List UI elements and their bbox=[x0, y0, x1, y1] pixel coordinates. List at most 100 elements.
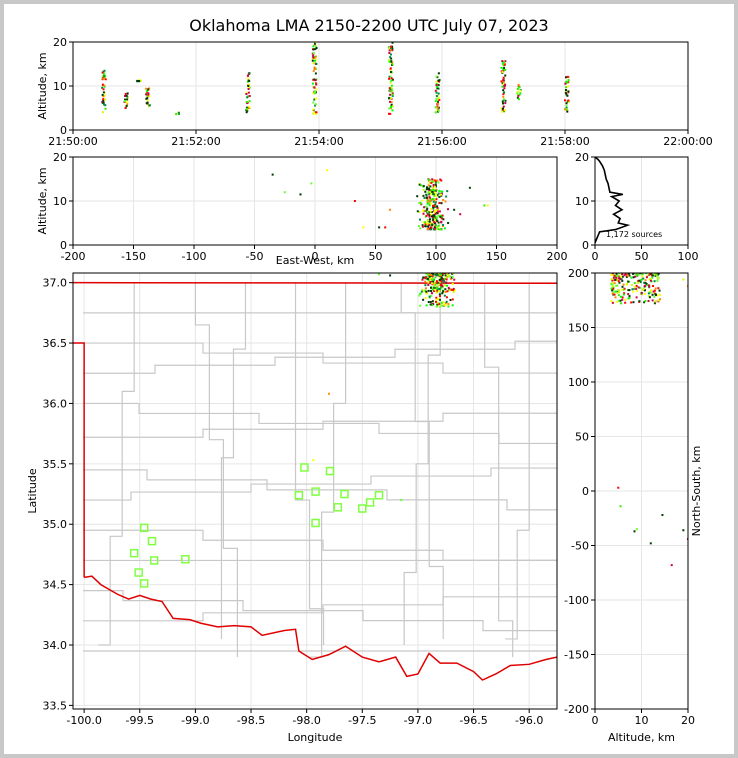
ns-source bbox=[632, 273, 635, 275]
ew-source bbox=[437, 228, 440, 231]
ew-source bbox=[426, 200, 429, 203]
ns-source bbox=[653, 280, 656, 283]
plan-source bbox=[438, 273, 441, 276]
ew-source bbox=[425, 196, 428, 199]
ew-outlier-source bbox=[326, 169, 329, 172]
time-height-source bbox=[390, 49, 393, 52]
plan-source bbox=[451, 298, 454, 301]
ns-source bbox=[651, 299, 654, 302]
time-height-source bbox=[245, 91, 248, 94]
ns-source bbox=[611, 279, 614, 282]
plan-source bbox=[448, 275, 451, 278]
plan-source bbox=[434, 283, 437, 286]
ew-source bbox=[432, 206, 435, 209]
ew-source bbox=[433, 185, 436, 188]
ns-source bbox=[622, 283, 625, 286]
ns-source bbox=[656, 294, 659, 297]
time-height-source bbox=[147, 92, 150, 95]
ns-source bbox=[643, 289, 646, 292]
ns-source bbox=[656, 276, 659, 279]
plan-source bbox=[452, 290, 455, 293]
plan-source bbox=[427, 279, 430, 282]
time-height-source bbox=[565, 104, 568, 107]
time-height-source bbox=[312, 56, 315, 59]
ew-source bbox=[433, 215, 436, 218]
north-south-tick-label: 200 bbox=[568, 267, 589, 280]
plan-source bbox=[439, 274, 442, 277]
time-height-source bbox=[435, 80, 438, 83]
plan-source bbox=[431, 275, 434, 278]
ns-source bbox=[651, 293, 654, 296]
ew-tick-label: -50 bbox=[246, 250, 264, 263]
ns-source bbox=[653, 289, 656, 292]
ns-source bbox=[649, 291, 652, 294]
ew-source bbox=[433, 194, 436, 197]
plan-outlier-source bbox=[389, 274, 392, 277]
plan-source bbox=[424, 287, 427, 290]
ew-source bbox=[430, 226, 433, 229]
time-height-source bbox=[565, 106, 568, 109]
ns-source bbox=[632, 290, 635, 293]
ew-source bbox=[435, 225, 438, 228]
plan-source bbox=[422, 276, 425, 279]
histogram-tick-label: 0 bbox=[592, 250, 599, 263]
ns-source bbox=[620, 295, 623, 298]
time-height-source bbox=[123, 100, 126, 103]
ew-source bbox=[432, 214, 435, 217]
ns-source bbox=[630, 276, 633, 279]
ns-source bbox=[627, 273, 630, 275]
ns-source bbox=[622, 288, 625, 291]
time-height-source bbox=[314, 55, 317, 58]
plan-source bbox=[425, 304, 428, 307]
plan-source bbox=[427, 300, 430, 303]
time-height-source bbox=[435, 99, 438, 102]
ns-source bbox=[636, 289, 639, 292]
ew-source bbox=[427, 178, 430, 181]
ew-source bbox=[436, 227, 439, 230]
time-height-source bbox=[501, 85, 504, 88]
north-south-tick-label: 100 bbox=[568, 376, 589, 389]
ns-source bbox=[649, 278, 652, 281]
plan-source bbox=[446, 290, 449, 293]
time-height-source bbox=[138, 80, 141, 83]
time-height-source bbox=[504, 68, 507, 71]
time-height-source bbox=[313, 78, 316, 81]
ns-source bbox=[612, 282, 615, 285]
ns-source bbox=[616, 279, 619, 282]
ew-source bbox=[423, 210, 426, 213]
time-height-source bbox=[503, 85, 506, 88]
time-height-source bbox=[145, 97, 148, 100]
ns-source bbox=[637, 273, 640, 276]
plan-source bbox=[438, 305, 441, 308]
ns-source bbox=[648, 273, 651, 276]
ns-source bbox=[634, 275, 637, 278]
ns-source bbox=[638, 273, 641, 275]
ns-source bbox=[615, 273, 618, 276]
ew-source bbox=[437, 224, 440, 227]
time-height-source bbox=[103, 73, 106, 76]
plan-source bbox=[451, 304, 454, 307]
time-height-source bbox=[315, 97, 318, 100]
ew-tick-label: 100 bbox=[426, 250, 447, 263]
plan-source bbox=[452, 287, 455, 290]
ew-source bbox=[438, 195, 441, 198]
ew-outlier-source bbox=[453, 208, 456, 211]
ew-source bbox=[421, 224, 424, 227]
time-height-source bbox=[125, 94, 128, 97]
time-height-source bbox=[314, 79, 317, 82]
ew-source bbox=[429, 180, 432, 183]
plan-source bbox=[422, 298, 425, 301]
time-height-source bbox=[314, 48, 317, 51]
ew-source bbox=[439, 214, 442, 217]
ew-source bbox=[435, 193, 438, 196]
plan-outlier-source bbox=[327, 392, 330, 395]
time-tick-label: 21:52:00 bbox=[171, 135, 220, 148]
time-tick-label: 21:54:00 bbox=[294, 135, 343, 148]
source-count-label: 1,172 sources bbox=[606, 230, 662, 239]
time-height-source bbox=[388, 52, 391, 55]
time-height-source bbox=[388, 107, 391, 110]
time-height-source bbox=[126, 101, 129, 104]
north-south-tick-label: -50 bbox=[571, 540, 589, 553]
ew-source bbox=[440, 220, 443, 223]
time-height-source bbox=[391, 94, 394, 97]
